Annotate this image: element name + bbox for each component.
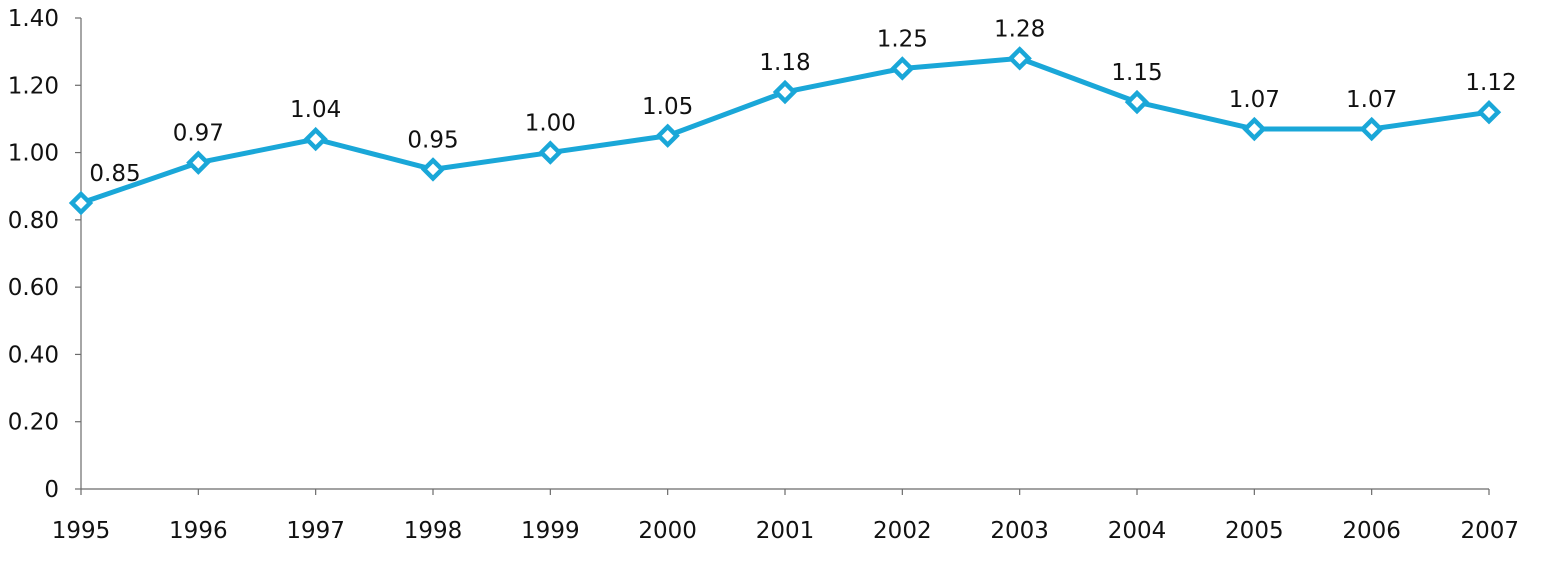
x-tick-label: 2007 (1460, 518, 1519, 544)
x-tick-label: 1996 (169, 518, 228, 544)
x-tick-label: 2004 (1108, 518, 1167, 544)
x-tick-label: 2006 (1342, 518, 1401, 544)
data-label: 1.18 (759, 50, 810, 76)
x-tick-label: 2001 (756, 518, 815, 544)
data-label: 1.05 (642, 94, 693, 120)
x-axis: 1995 1996 1997 1998 1999 2000 2001 2002 2003 2004… (52, 488, 1519, 544)
data-label: 1.15 (1111, 60, 1162, 86)
x-tick-label: 2000 (638, 518, 697, 544)
x-tick-label: 2002 (873, 518, 932, 544)
data-point-marker (1476, 100, 1502, 125)
data-label: 1.07 (1346, 87, 1397, 113)
y-tick-label: 1.40 (8, 6, 59, 32)
data-point-marker (538, 140, 563, 165)
data-label: 1.12 (1465, 70, 1516, 96)
y-tick-label: 0.60 (8, 275, 59, 301)
data-point-marker (68, 190, 94, 216)
data-point-marker (303, 126, 328, 152)
data-label: 1.07 (1229, 87, 1280, 113)
data-point-marker (186, 150, 211, 175)
x-tick-label: 1997 (286, 518, 345, 544)
y-tick-label: 1.00 (8, 141, 59, 167)
data-point-marker (420, 157, 446, 182)
y-tick-label: 0.80 (8, 208, 59, 234)
series-group (68, 46, 1502, 216)
data-label: 0.97 (173, 121, 224, 147)
data-labels: 0.85 0.97 1.04 0.95 1.00 1.05 1.18 1.25 1.28 1.15… (89, 16, 1516, 187)
data-point-marker (890, 56, 915, 81)
y-tick-label: 0.40 (8, 342, 59, 368)
data-label: 1.28 (994, 16, 1045, 42)
y-tick-label: 0.20 (8, 410, 59, 436)
x-tick-label: 2003 (990, 518, 1049, 544)
data-label: 1.00 (525, 111, 576, 137)
data-label: 0.85 (89, 161, 140, 187)
data-point-marker (772, 79, 798, 105)
data-point-marker (1242, 116, 1267, 142)
data-point-marker (1359, 116, 1384, 142)
y-tick-label: 1.20 (8, 73, 59, 99)
y-axis: 0 0.20 0.40 0.60 0.80 1.00 1.20 1.40 (8, 6, 82, 503)
x-tick-label: 2005 (1225, 518, 1284, 544)
data-label: 1.25 (877, 26, 928, 52)
x-tick-label: 1999 (521, 518, 580, 544)
data-point-marker (1124, 89, 1150, 115)
y-tick-label: 0 (44, 477, 59, 503)
data-label: 1.04 (290, 97, 341, 123)
x-tick-label: 1998 (404, 518, 463, 544)
data-label: 0.95 (407, 127, 458, 153)
x-tick-label: 1995 (52, 518, 111, 544)
data-point-marker (655, 123, 680, 148)
data-point-marker (1007, 46, 1032, 71)
